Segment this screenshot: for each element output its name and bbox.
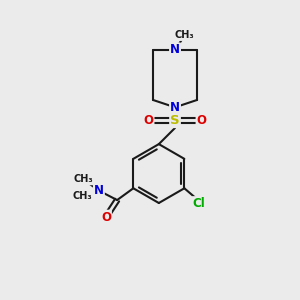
Text: O: O xyxy=(196,114,206,127)
Text: O: O xyxy=(143,114,154,127)
Text: O: O xyxy=(101,211,111,224)
Text: Cl: Cl xyxy=(193,197,206,210)
Text: N: N xyxy=(170,101,180,114)
Text: N: N xyxy=(170,44,180,56)
Text: S: S xyxy=(170,114,180,127)
Text: CH₃: CH₃ xyxy=(73,191,92,201)
Text: CH₃: CH₃ xyxy=(74,174,93,184)
Text: CH₃: CH₃ xyxy=(174,30,194,40)
Text: N: N xyxy=(94,184,104,197)
